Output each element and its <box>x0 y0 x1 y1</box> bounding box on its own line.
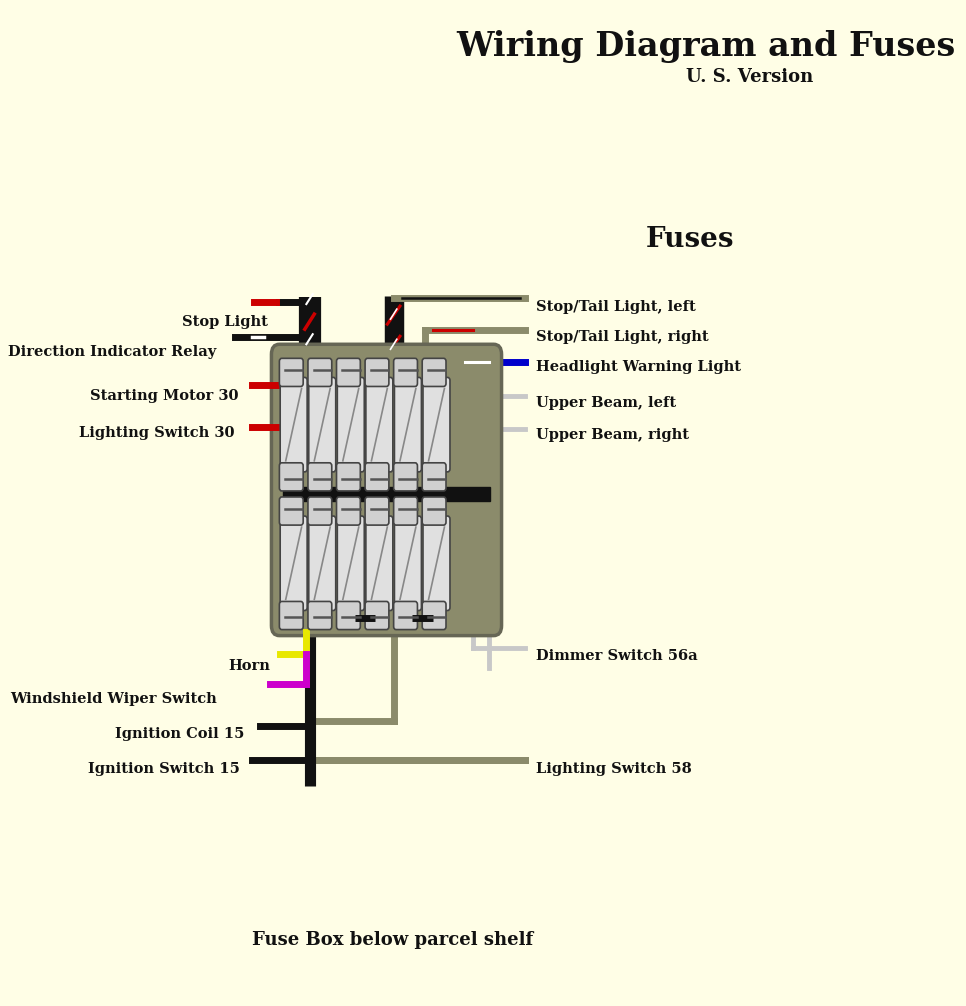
Text: Windshield Wiper Switch: Windshield Wiper Switch <box>10 692 216 706</box>
FancyBboxPatch shape <box>309 377 336 472</box>
FancyBboxPatch shape <box>393 358 417 386</box>
FancyBboxPatch shape <box>337 516 364 611</box>
Text: Headlight Warning Light: Headlight Warning Light <box>536 360 742 374</box>
FancyBboxPatch shape <box>393 463 417 491</box>
FancyBboxPatch shape <box>423 377 450 472</box>
Text: Upper Beam, right: Upper Beam, right <box>536 428 690 442</box>
FancyBboxPatch shape <box>394 516 421 611</box>
FancyBboxPatch shape <box>365 497 389 525</box>
FancyBboxPatch shape <box>336 463 360 491</box>
FancyBboxPatch shape <box>308 602 331 630</box>
Text: Horn: Horn <box>228 659 270 673</box>
FancyBboxPatch shape <box>336 497 360 525</box>
FancyBboxPatch shape <box>279 497 303 525</box>
FancyBboxPatch shape <box>279 463 303 491</box>
Bar <box>283 487 491 501</box>
FancyBboxPatch shape <box>279 358 303 386</box>
Text: Ignition Coil 15: Ignition Coil 15 <box>115 727 244 741</box>
FancyBboxPatch shape <box>308 497 331 525</box>
Text: Ignition Switch 15: Ignition Switch 15 <box>88 763 240 777</box>
Text: Stop/Tail Light, right: Stop/Tail Light, right <box>536 330 709 344</box>
Text: Lighting Switch 30: Lighting Switch 30 <box>79 426 235 440</box>
FancyBboxPatch shape <box>423 516 450 611</box>
FancyBboxPatch shape <box>271 344 501 636</box>
Text: U. S. Version: U. S. Version <box>686 68 813 87</box>
Text: Fuses: Fuses <box>646 226 735 254</box>
FancyBboxPatch shape <box>393 497 417 525</box>
FancyBboxPatch shape <box>309 516 336 611</box>
FancyBboxPatch shape <box>366 377 393 472</box>
FancyBboxPatch shape <box>366 516 393 611</box>
FancyBboxPatch shape <box>394 377 421 472</box>
FancyBboxPatch shape <box>422 358 446 386</box>
FancyBboxPatch shape <box>422 463 446 491</box>
Text: Stop/Tail Light, left: Stop/Tail Light, left <box>536 300 696 314</box>
Text: Lighting Switch 58: Lighting Switch 58 <box>536 763 693 777</box>
FancyBboxPatch shape <box>336 358 360 386</box>
Text: Upper Beam, left: Upper Beam, left <box>536 395 676 409</box>
FancyBboxPatch shape <box>280 377 307 472</box>
FancyBboxPatch shape <box>422 602 446 630</box>
Text: Stop Light: Stop Light <box>183 315 269 329</box>
Text: Fuse Box below parcel shelf: Fuse Box below parcel shelf <box>252 931 533 949</box>
FancyBboxPatch shape <box>365 463 389 491</box>
FancyBboxPatch shape <box>365 602 389 630</box>
FancyBboxPatch shape <box>393 602 417 630</box>
FancyBboxPatch shape <box>336 602 360 630</box>
Text: Wiring Diagram and Fuses: Wiring Diagram and Fuses <box>457 30 956 63</box>
FancyBboxPatch shape <box>308 463 331 491</box>
FancyBboxPatch shape <box>422 497 446 525</box>
FancyBboxPatch shape <box>365 358 389 386</box>
Text: Direction Indicator Relay: Direction Indicator Relay <box>9 345 216 359</box>
FancyBboxPatch shape <box>337 377 364 472</box>
FancyBboxPatch shape <box>308 358 331 386</box>
Text: Dimmer Switch 56a: Dimmer Switch 56a <box>536 649 698 663</box>
FancyBboxPatch shape <box>279 602 303 630</box>
Text: Starting Motor 30: Starting Motor 30 <box>90 388 239 402</box>
FancyBboxPatch shape <box>280 516 307 611</box>
